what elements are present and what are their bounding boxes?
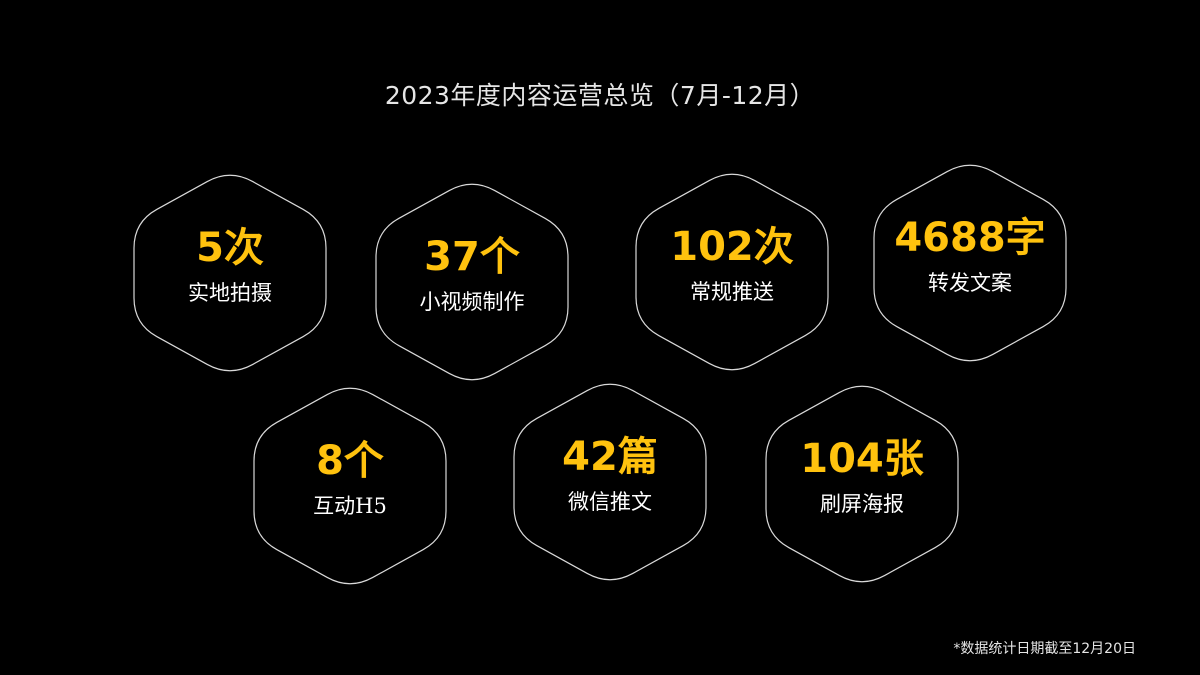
slide-title: 2023年度内容运营总览（7月-12月） bbox=[384, 81, 816, 110]
stat-hexagon-repost-copy: 4688字 转发文案 bbox=[870, 157, 1070, 369]
stat-hexagon-short-video: 37个 小视频制作 bbox=[372, 176, 572, 388]
hexagon-outline-path bbox=[253, 387, 447, 585]
stat-hexagon-onsite-shooting: 5次 实地拍摄 bbox=[130, 167, 330, 379]
stat-value: 104张 bbox=[800, 436, 924, 482]
hexagon-outline-path bbox=[765, 385, 959, 583]
stat-label: 互动H5 bbox=[313, 494, 387, 518]
hexagon-outline-path bbox=[513, 383, 707, 581]
hexagon-outline-path bbox=[635, 173, 829, 371]
stat-value: 5次 bbox=[196, 225, 264, 271]
hexagon-outline bbox=[513, 383, 707, 581]
hexagon-outline bbox=[375, 183, 569, 381]
hexagon-outline-path bbox=[375, 183, 569, 381]
hexagon-outline bbox=[635, 173, 829, 371]
stat-label: 实地拍摄 bbox=[188, 281, 272, 305]
stat-hexagon-regular-push: 102次 常规推送 bbox=[632, 166, 832, 378]
stat-label: 刷屏海报 bbox=[820, 492, 904, 516]
stat-label: 微信推文 bbox=[568, 490, 652, 514]
hexagon-outline bbox=[133, 174, 327, 372]
hexagon-outline bbox=[873, 164, 1067, 362]
stat-value: 8个 bbox=[316, 438, 384, 484]
stat-hexagon-wechat-articles: 42篇 微信推文 bbox=[510, 376, 710, 588]
stat-label: 常规推送 bbox=[690, 280, 774, 304]
hexagon-outline-path bbox=[873, 164, 1067, 362]
stat-label: 转发文案 bbox=[928, 271, 1012, 295]
hexagon-outline bbox=[253, 387, 447, 585]
stat-value: 102次 bbox=[670, 224, 794, 270]
stat-hexagon-interactive-h5: 8个 互动H5 bbox=[250, 380, 450, 592]
stat-label: 小视频制作 bbox=[419, 290, 525, 314]
hexagon-outline bbox=[765, 385, 959, 583]
stat-value: 37个 bbox=[424, 234, 520, 280]
stat-hexagon-viral-posters: 104张 刷屏海报 bbox=[762, 378, 962, 590]
hexagon-outline-path bbox=[133, 174, 327, 372]
stat-value: 42篇 bbox=[562, 434, 658, 480]
footnote: *数据统计日期截至12月20日 bbox=[953, 641, 1136, 657]
stat-value: 4688字 bbox=[894, 215, 1046, 261]
